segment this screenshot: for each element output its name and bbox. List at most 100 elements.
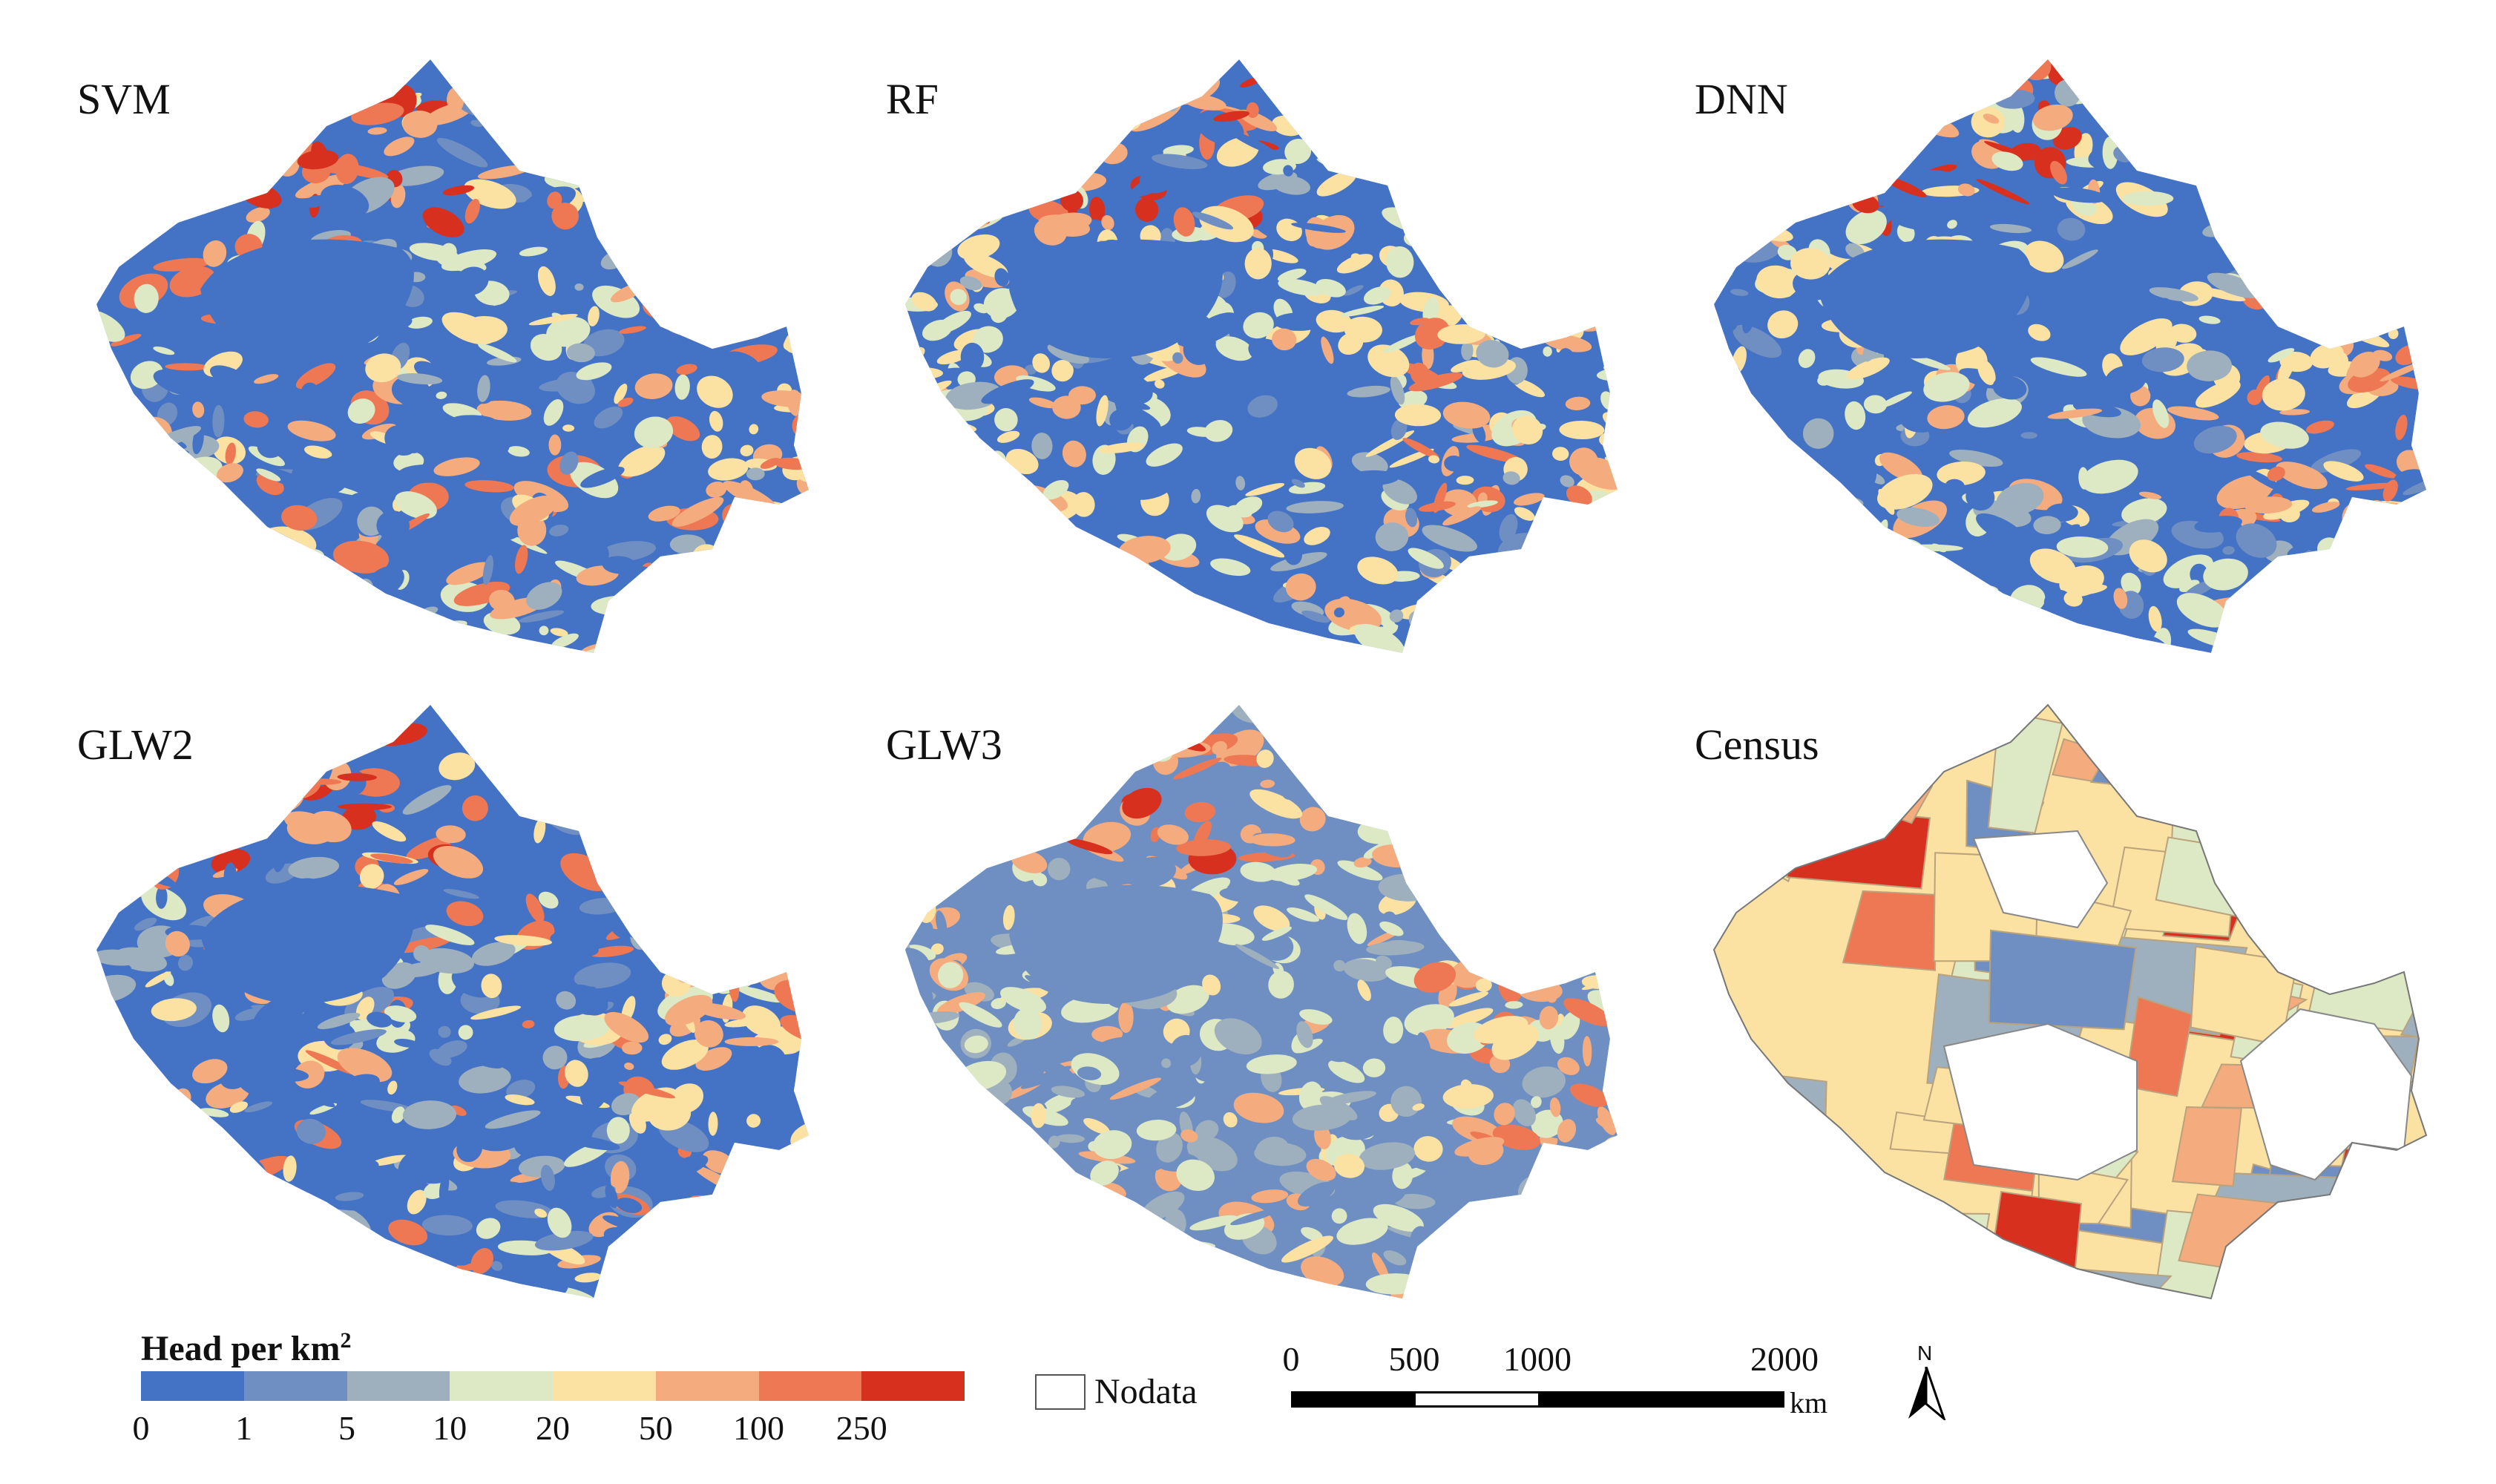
raster-patch bbox=[1152, 154, 1208, 169]
raster-patch bbox=[2378, 591, 2417, 618]
raster-patch bbox=[239, 628, 278, 653]
raster-patch bbox=[1814, 59, 1865, 70]
raster-patch bbox=[1767, 310, 1799, 339]
raster-patch bbox=[169, 128, 180, 147]
raster-patch bbox=[709, 410, 723, 432]
raster-patch bbox=[1471, 1204, 1509, 1218]
raster-patch bbox=[973, 303, 989, 314]
raster-patch bbox=[1336, 1218, 1388, 1245]
raster-patch bbox=[2048, 524, 2080, 543]
raster-patch bbox=[654, 798, 689, 822]
raster-patch bbox=[1321, 660, 1353, 673]
raster-patch bbox=[960, 342, 985, 372]
raster-patch bbox=[542, 1045, 568, 1070]
raster-patch bbox=[634, 373, 673, 399]
raster-patch bbox=[254, 374, 279, 384]
raster-patch bbox=[669, 534, 706, 554]
raster-patch bbox=[715, 318, 735, 337]
raster-patch bbox=[2083, 322, 2135, 358]
raster-patch bbox=[1822, 59, 1869, 67]
raster-patch bbox=[649, 585, 667, 605]
raster-patch bbox=[1785, 580, 1807, 602]
raster-patch bbox=[717, 351, 763, 384]
raster-patch bbox=[1321, 336, 1334, 364]
map-panel-rf: RF bbox=[853, 45, 1655, 697]
raster-patch bbox=[1569, 447, 1598, 476]
raster-patch bbox=[1408, 372, 1463, 392]
raster-patch bbox=[687, 907, 726, 936]
raster-patch bbox=[1320, 705, 1345, 724]
raster-patch bbox=[2113, 588, 2128, 609]
raster-patch bbox=[905, 1210, 926, 1242]
raster-patch bbox=[1846, 357, 1890, 380]
raster-patch bbox=[952, 554, 979, 572]
raster-patch bbox=[1817, 375, 1830, 386]
raster-patch bbox=[1364, 772, 1420, 807]
legend-color-bar bbox=[141, 1371, 965, 1401]
raster-patch bbox=[97, 1113, 124, 1140]
raster-patch bbox=[1408, 548, 1444, 569]
raster-patch bbox=[966, 1218, 991, 1235]
raster-patch bbox=[1368, 1045, 1399, 1057]
raster-patch bbox=[1570, 1083, 1609, 1107]
raster-patch bbox=[1505, 1275, 1533, 1298]
raster-patch bbox=[1286, 501, 1344, 513]
raster-patch bbox=[1459, 1284, 1494, 1298]
raster-patch bbox=[654, 932, 686, 953]
raster-patch bbox=[1535, 311, 1569, 332]
raster-patch bbox=[295, 363, 336, 390]
raster-patch bbox=[1512, 897, 1525, 910]
raster-patch bbox=[1563, 191, 1610, 209]
raster-patch bbox=[2222, 545, 2235, 555]
raster-patch bbox=[504, 95, 513, 114]
raster-patch bbox=[2126, 651, 2163, 653]
raster-patch bbox=[2193, 425, 2237, 454]
raster-patch bbox=[694, 559, 715, 588]
raster-patch bbox=[477, 375, 490, 402]
raster-patch bbox=[441, 1183, 493, 1208]
raster-patch bbox=[566, 343, 595, 363]
raster-patch bbox=[1503, 59, 1536, 65]
raster-patch bbox=[624, 646, 677, 653]
raster-patch bbox=[204, 1202, 250, 1232]
raster-patch bbox=[1763, 532, 1789, 553]
raster-patch bbox=[968, 1292, 1002, 1298]
raster-patch bbox=[1428, 455, 1440, 464]
raster-patch bbox=[968, 93, 995, 125]
raster-patch bbox=[922, 775, 932, 793]
admin-unit bbox=[1784, 1173, 1871, 1238]
raster-patch bbox=[246, 1282, 266, 1298]
raster-patch bbox=[1593, 1264, 1618, 1291]
raster-patch bbox=[1609, 222, 1618, 249]
raster-patch bbox=[1799, 624, 1836, 640]
raster-patch bbox=[1357, 744, 1370, 775]
raster-patch bbox=[982, 122, 1003, 151]
raster-patch bbox=[318, 705, 369, 724]
raster-patch bbox=[2135, 447, 2171, 473]
scale-tick-label: 500 bbox=[1388, 1340, 1440, 1378]
raster-patch bbox=[2403, 473, 2426, 496]
raster-patch bbox=[2267, 466, 2285, 482]
raster-patch bbox=[1541, 873, 1562, 892]
raster-patch bbox=[1075, 766, 1091, 778]
raster-patch bbox=[953, 1275, 990, 1298]
raster-patch bbox=[996, 430, 1020, 443]
raster-patch bbox=[735, 652, 756, 661]
raster-patch bbox=[299, 743, 345, 769]
raster-patch bbox=[556, 937, 599, 957]
panel-label: GLW3 bbox=[886, 720, 1002, 769]
raster-patch bbox=[1845, 74, 1871, 89]
raster-patch bbox=[1744, 142, 1786, 164]
raster-patch bbox=[1714, 482, 1717, 513]
raster-patch bbox=[979, 658, 1036, 673]
raster-patch bbox=[1959, 82, 1973, 103]
raster-patch bbox=[2384, 177, 2408, 191]
raster-patch bbox=[1557, 1280, 1574, 1296]
raster-patch bbox=[661, 573, 692, 594]
raster-patch bbox=[439, 752, 476, 781]
raster-patch bbox=[907, 626, 931, 649]
raster-patch bbox=[993, 1195, 1047, 1224]
raster-patch bbox=[422, 207, 464, 237]
raster-patch bbox=[505, 641, 525, 653]
raster-patch bbox=[676, 82, 717, 97]
